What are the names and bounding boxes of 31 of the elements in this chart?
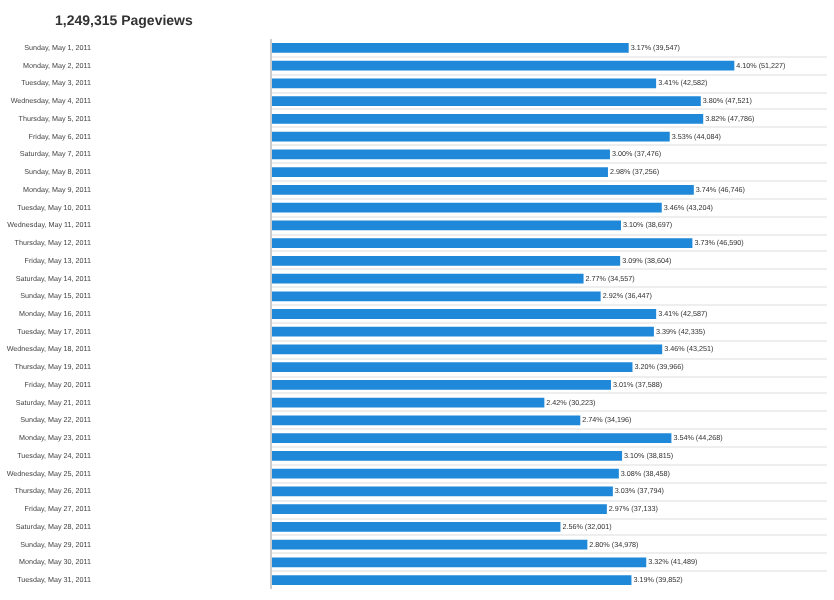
bar [271, 415, 581, 426]
bar [271, 575, 632, 586]
bar [271, 468, 619, 479]
bar [271, 184, 694, 195]
bar [271, 96, 701, 106]
bar [271, 220, 621, 231]
bar [271, 344, 663, 355]
bar [271, 433, 672, 444]
bar [271, 60, 735, 71]
bar [271, 167, 608, 177]
bar [271, 380, 611, 390]
bar [271, 557, 647, 568]
bar [271, 291, 601, 302]
bar [271, 78, 657, 89]
bar [271, 504, 607, 515]
bar [271, 486, 613, 497]
bar [271, 309, 657, 319]
bar [271, 362, 633, 373]
bar [271, 202, 662, 213]
bar [271, 522, 561, 532]
bar [271, 397, 545, 408]
bar [271, 451, 623, 461]
bar [271, 238, 693, 248]
bar [271, 113, 704, 124]
bar [271, 149, 610, 160]
bar [271, 539, 588, 550]
bar [271, 131, 670, 142]
bar [271, 273, 584, 284]
bar [271, 42, 629, 53]
bar [271, 326, 654, 337]
bar [271, 255, 621, 266]
